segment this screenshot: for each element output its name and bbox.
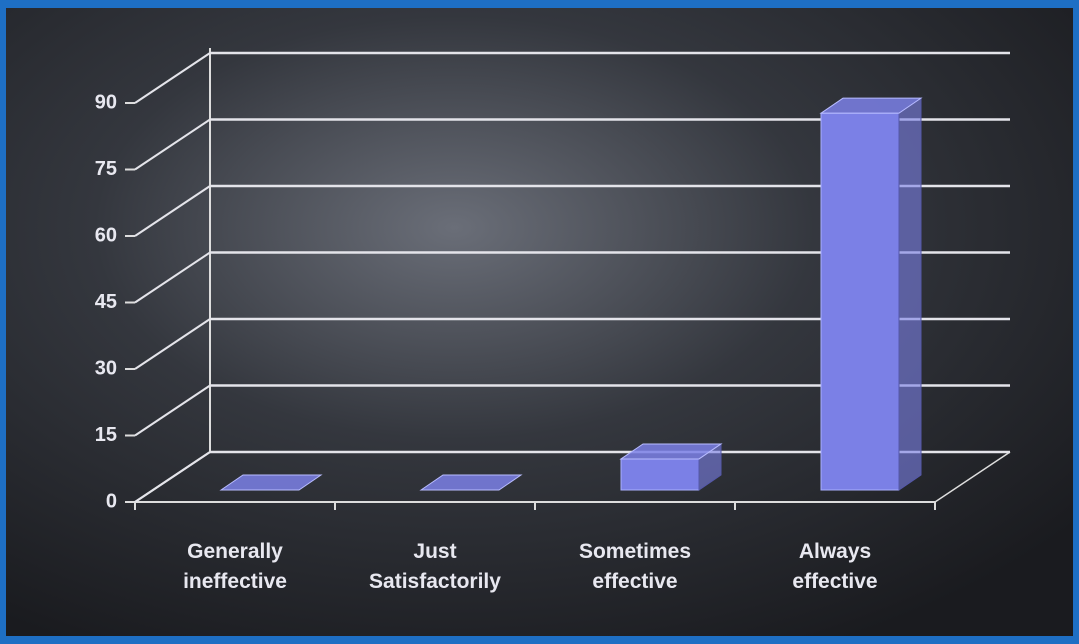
y-tick-label: 90 (95, 91, 117, 113)
x-tick-label-line: effective (592, 570, 677, 593)
grid-line (134, 118, 211, 171)
x-tick-label-line: ineffective (183, 570, 287, 593)
bar-top (419, 474, 523, 491)
bar-front (820, 112, 900, 491)
x-tick-label-line: effective (792, 570, 877, 593)
grid-line (134, 185, 211, 237)
y-tick-label: 30 (95, 357, 117, 379)
bar (219, 474, 323, 491)
y-tick-label: 15 (95, 424, 117, 446)
x-tick-label-line: Generally (187, 540, 283, 563)
grid-line (134, 251, 211, 304)
y-tick-label: 0 (106, 490, 117, 512)
x-tick-label-line: Just (413, 540, 456, 563)
bar-side (898, 97, 922, 491)
bar (419, 474, 523, 491)
grid-line (134, 384, 211, 437)
grid-line (134, 318, 211, 370)
bar-top (819, 97, 923, 114)
floor-right (934, 451, 1011, 503)
grid-line (134, 451, 211, 503)
x-tick-label-line: Sometimes (579, 540, 691, 563)
y-tick-label: 60 (95, 224, 117, 246)
y-tick-label: 75 (95, 158, 117, 180)
x-tick-label: Just Satisfactorily (369, 540, 501, 593)
bar (819, 97, 923, 491)
x-tick-label: Always effective (792, 540, 877, 593)
y-tick-label: 45 (95, 291, 117, 313)
bar (619, 443, 723, 491)
x-tick-label-line: Always (799, 540, 871, 563)
bar-top (619, 443, 723, 460)
x-tick-label-line: Satisfactorily (369, 570, 501, 593)
bar-front (620, 458, 700, 491)
grid-line (134, 52, 211, 104)
x-tick-label: Sometimes effective (579, 540, 691, 593)
bar-top (219, 474, 323, 491)
x-tick-label: Generally ineffective (183, 540, 287, 593)
